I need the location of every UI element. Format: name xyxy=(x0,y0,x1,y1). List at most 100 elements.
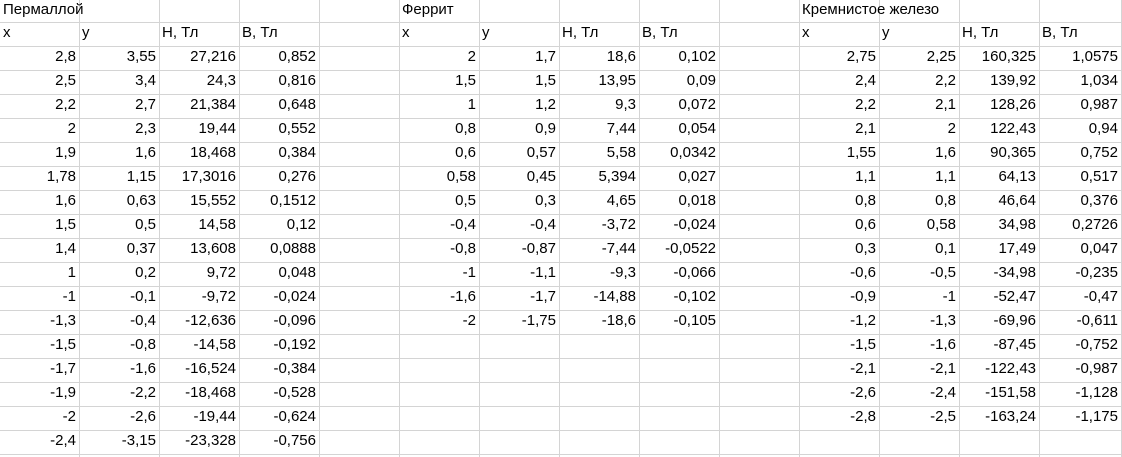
permalloy-cell-x[interactable]: 2 xyxy=(67,120,76,137)
silicon-iron-cell-h[interactable]: 90,365 xyxy=(990,144,1036,161)
permalloy-cell-b[interactable]: 0,816 xyxy=(278,72,316,89)
permalloy-cell-x[interactable]: 2,8 xyxy=(55,48,76,65)
permalloy-cell-y[interactable]: -0,4 xyxy=(130,312,156,329)
silicon-iron-cell-h[interactable]: 64,13 xyxy=(998,168,1036,185)
ferrite-cell-y[interactable]: 0,3 xyxy=(535,192,556,209)
permalloy-cell-b[interactable]: 0,0888 xyxy=(270,240,316,257)
silicon-iron-cell-y[interactable]: -0,5 xyxy=(930,264,956,281)
silicon-iron-cell-h[interactable]: 128,26 xyxy=(990,96,1036,113)
permalloy-cell-b[interactable]: 0,552 xyxy=(278,120,316,137)
ferrite-cell-y[interactable]: 0,45 xyxy=(526,168,556,185)
ferrite-cell-h[interactable]: 4,65 xyxy=(606,192,636,209)
permalloy-header-b[interactable]: B, Тл xyxy=(242,24,278,41)
ferrite-cell-h[interactable]: -7,44 xyxy=(601,240,636,257)
silicon-iron-cell-h[interactable]: -69,96 xyxy=(993,312,1036,329)
ferrite-cell-x[interactable]: 1 xyxy=(467,96,476,113)
silicon-iron-cell-h[interactable]: 122,43 xyxy=(990,120,1036,137)
silicon-iron-cell-x[interactable]: -2,6 xyxy=(850,384,876,401)
ferrite-cell-b[interactable]: -0,102 xyxy=(673,288,716,305)
ferrite-cell-x[interactable]: 0,8 xyxy=(455,120,476,137)
permalloy-cell-h[interactable]: 9,72 xyxy=(206,264,236,281)
ferrite-cell-y[interactable]: -1,1 xyxy=(530,264,556,281)
silicon-iron-cell-b[interactable]: -0,47 xyxy=(1083,288,1118,305)
permalloy-cell-x[interactable]: -1 xyxy=(62,288,76,305)
permalloy-cell-x[interactable]: 1,6 xyxy=(55,192,76,209)
permalloy-cell-y[interactable]: 2,3 xyxy=(135,120,156,137)
permalloy-cell-y[interactable]: 0,63 xyxy=(126,192,156,209)
silicon-iron-cell-b[interactable]: 1,034 xyxy=(1080,72,1118,89)
silicon-iron-cell-x[interactable]: -1,5 xyxy=(850,336,876,353)
ferrite-cell-h[interactable]: -14,88 xyxy=(593,288,636,305)
permalloy-cell-h[interactable]: 21,384 xyxy=(190,96,236,113)
silicon-iron-cell-b[interactable]: 0,94 xyxy=(1088,120,1118,137)
ferrite-cell-b[interactable]: -0,066 xyxy=(673,264,716,281)
ferrite-cell-x[interactable]: 0,5 xyxy=(455,192,476,209)
ferrite-cell-x[interactable]: 1,5 xyxy=(455,72,476,89)
permalloy-cell-h[interactable]: 14,58 xyxy=(198,216,236,233)
permalloy-cell-h[interactable]: 15,552 xyxy=(190,192,236,209)
silicon-iron-cell-y[interactable]: -2,4 xyxy=(930,384,956,401)
ferrite-cell-h[interactable]: -9,3 xyxy=(610,264,636,281)
silicon-iron-cell-y[interactable]: -1 xyxy=(942,288,956,305)
silicon-iron-cell-b[interactable]: 0,2726 xyxy=(1072,216,1118,233)
silicon-iron-cell-x[interactable]: 2,1 xyxy=(855,120,876,137)
permalloy-cell-x[interactable]: -2 xyxy=(62,408,76,425)
silicon-iron-cell-x[interactable]: 0,6 xyxy=(855,216,876,233)
ferrite-header-y[interactable]: y xyxy=(482,24,490,41)
permalloy-cell-h[interactable]: 19,44 xyxy=(198,120,236,137)
ferrite-cell-b[interactable]: -0,0522 xyxy=(665,240,716,257)
ferrite-cell-y[interactable]: 0,57 xyxy=(526,144,556,161)
ferrite-cell-h[interactable]: 5,394 xyxy=(598,168,636,185)
silicon-iron-cell-y[interactable]: 2,25 xyxy=(926,48,956,65)
ferrite-cell-x[interactable]: -2 xyxy=(462,312,476,329)
permalloy-cell-y[interactable]: -2,2 xyxy=(130,384,156,401)
permalloy-cell-b[interactable]: -0,192 xyxy=(273,336,316,353)
permalloy-cell-h[interactable]: 27,216 xyxy=(190,48,236,65)
ferrite-cell-b[interactable]: 0,054 xyxy=(678,120,716,137)
silicon-iron-cell-y[interactable]: -2,1 xyxy=(930,360,956,377)
silicon-iron-cell-h[interactable]: -52,47 xyxy=(993,288,1036,305)
silicon-iron-cell-b[interactable]: -0,235 xyxy=(1075,264,1118,281)
permalloy-cell-b[interactable]: -0,756 xyxy=(273,432,316,449)
silicon-iron-cell-x[interactable]: -0,6 xyxy=(850,264,876,281)
silicon-iron-cell-y[interactable]: -2,5 xyxy=(930,408,956,425)
permalloy-cell-x[interactable]: -2,4 xyxy=(50,432,76,449)
permalloy-cell-h[interactable]: -14,58 xyxy=(193,336,236,353)
permalloy-cell-b[interactable]: -0,096 xyxy=(273,312,316,329)
ferrite-cell-y[interactable]: -0,87 xyxy=(521,240,556,257)
silicon-iron-cell-x[interactable]: 1,1 xyxy=(855,168,876,185)
ferrite-cell-b[interactable]: -0,024 xyxy=(673,216,716,233)
permalloy-cell-y[interactable]: 0,37 xyxy=(126,240,156,257)
silicon-iron-title[interactable]: Кремнистое железо xyxy=(802,1,940,18)
silicon-iron-cell-h[interactable]: 160,325 xyxy=(981,48,1036,65)
ferrite-cell-x[interactable]: 0,6 xyxy=(455,144,476,161)
silicon-iron-cell-y[interactable]: -1,6 xyxy=(930,336,956,353)
silicon-iron-cell-h[interactable]: -87,45 xyxy=(993,336,1036,353)
permalloy-cell-y[interactable]: 2,7 xyxy=(135,96,156,113)
permalloy-cell-x[interactable]: 1 xyxy=(67,264,76,281)
silicon-iron-cell-x[interactable]: 1,55 xyxy=(846,144,876,161)
ferrite-cell-h[interactable]: 9,3 xyxy=(615,96,636,113)
silicon-iron-cell-y[interactable]: -1,3 xyxy=(930,312,956,329)
silicon-iron-cell-b[interactable]: 0,517 xyxy=(1080,168,1118,185)
permalloy-cell-y[interactable]: -0,1 xyxy=(130,288,156,305)
silicon-iron-cell-x[interactable]: 0,8 xyxy=(855,192,876,209)
permalloy-cell-y[interactable]: 3,55 xyxy=(126,48,156,65)
silicon-iron-cell-h[interactable]: -163,24 xyxy=(985,408,1036,425)
permalloy-cell-h[interactable]: -23,328 xyxy=(185,432,236,449)
silicon-iron-cell-h[interactable]: 17,49 xyxy=(998,240,1036,257)
permalloy-cell-x[interactable]: -1,5 xyxy=(50,336,76,353)
ferrite-cell-b[interactable]: 0,09 xyxy=(686,72,716,89)
silicon-iron-cell-y[interactable]: 1,1 xyxy=(935,168,956,185)
permalloy-cell-x[interactable]: 2,2 xyxy=(55,96,76,113)
permalloy-cell-y[interactable]: -0,8 xyxy=(130,336,156,353)
permalloy-cell-b[interactable]: 0,12 xyxy=(286,216,316,233)
silicon-iron-header-h[interactable]: H, Тл xyxy=(962,24,999,41)
permalloy-cell-b[interactable]: -0,024 xyxy=(273,288,316,305)
permalloy-cell-x[interactable]: 1,78 xyxy=(46,168,76,185)
silicon-iron-cell-h[interactable]: 139,92 xyxy=(990,72,1036,89)
ferrite-cell-x[interactable]: 2 xyxy=(467,48,476,65)
silicon-iron-cell-x[interactable]: -0,9 xyxy=(850,288,876,305)
permalloy-cell-b[interactable]: 0,048 xyxy=(278,264,316,281)
silicon-iron-cell-h[interactable]: 46,64 xyxy=(998,192,1036,209)
